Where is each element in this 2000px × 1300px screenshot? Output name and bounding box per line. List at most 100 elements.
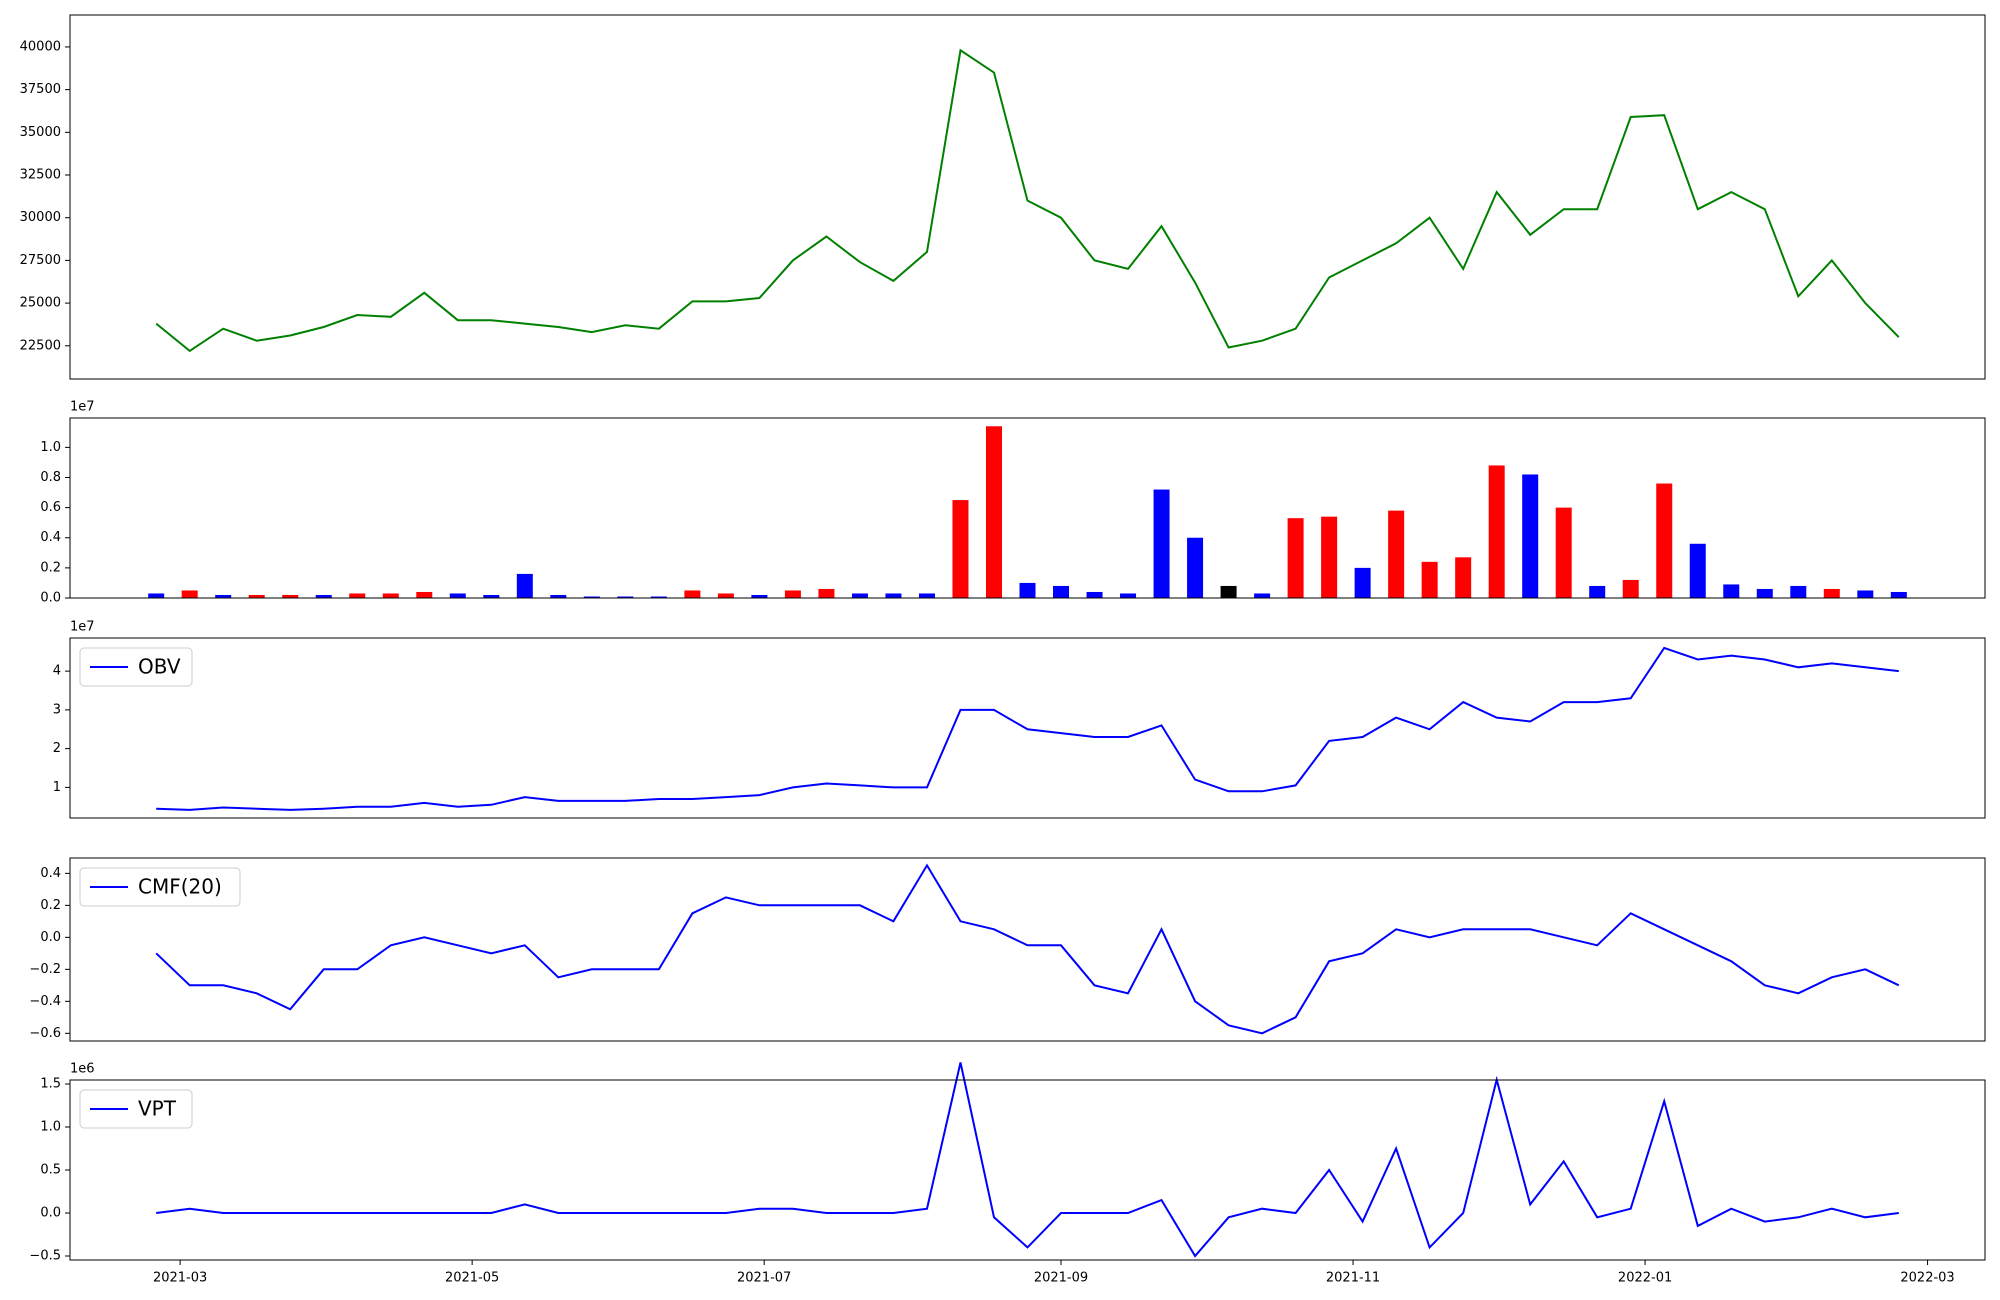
x-tick-label: 2021-05 bbox=[445, 1271, 499, 1286]
y-tick-label: 0.4 bbox=[40, 530, 61, 545]
y-tick-label: 1 bbox=[53, 780, 61, 795]
volume-bar bbox=[1153, 489, 1170, 598]
volume-bar bbox=[1287, 518, 1304, 598]
volume-bar bbox=[1421, 561, 1438, 598]
volume-bar bbox=[617, 596, 634, 598]
legend: CMF(20) bbox=[79, 867, 241, 907]
volume-bar bbox=[248, 594, 265, 598]
data-line bbox=[156, 646, 1899, 811]
volume-bar bbox=[1488, 465, 1505, 598]
volume-bar bbox=[751, 594, 768, 598]
volume-bar bbox=[717, 593, 734, 598]
volume-bar bbox=[1254, 593, 1271, 598]
offset-text: 1e6 bbox=[70, 1062, 95, 1077]
y-tick-label: 30000 bbox=[20, 210, 61, 225]
volume-bar bbox=[684, 590, 701, 598]
volume-bar bbox=[583, 596, 600, 598]
volume-bar bbox=[1522, 474, 1539, 598]
y-tick-label: 0.0 bbox=[40, 1206, 61, 1221]
y-tick-label: 0.4 bbox=[40, 866, 61, 881]
volume-bar bbox=[650, 596, 667, 598]
offset-text: 1e7 bbox=[70, 400, 95, 415]
x-tick-label: 2021-11 bbox=[1326, 1271, 1380, 1286]
volume-bar bbox=[818, 588, 835, 598]
y-tick-label: 3 bbox=[53, 702, 61, 717]
y-tick-label: 1.0 bbox=[40, 1119, 61, 1134]
axes-frame bbox=[69, 857, 1986, 1042]
volume-bar bbox=[851, 593, 868, 598]
volume-bar bbox=[1823, 588, 1840, 598]
y-tick-label: 27500 bbox=[20, 253, 61, 268]
volume-bar bbox=[382, 593, 399, 598]
volume-bar bbox=[1790, 585, 1807, 598]
volume-bar bbox=[550, 594, 567, 598]
volume-bar bbox=[952, 500, 969, 598]
y-tick-label: 0.0 bbox=[40, 591, 61, 606]
volume-bar bbox=[1187, 537, 1204, 598]
x-tick-label: 2022-01 bbox=[1618, 1271, 1672, 1286]
volume-bar bbox=[1388, 510, 1405, 598]
data-line bbox=[155, 863, 1900, 1035]
y-tick-label: 0.6 bbox=[40, 500, 61, 515]
volume-bar bbox=[1723, 584, 1740, 598]
y-tick-label: 32500 bbox=[20, 168, 61, 183]
x-tick-label: 2022-03 bbox=[1900, 1271, 1954, 1286]
offset-text: 1e7 bbox=[70, 620, 95, 635]
axes-frame bbox=[69, 637, 1986, 819]
volume-bar bbox=[1220, 585, 1237, 598]
y-tick-label: 0.8 bbox=[40, 470, 61, 485]
volume-bar bbox=[1053, 585, 1070, 598]
volume-bar bbox=[985, 426, 1002, 598]
y-tick-label: 0.2 bbox=[40, 560, 61, 575]
volume-bar bbox=[1622, 579, 1639, 598]
volume-bar bbox=[1589, 585, 1606, 598]
volume-bar bbox=[1689, 543, 1706, 598]
y-tick-label: 37500 bbox=[20, 82, 61, 97]
legend-label: CMF(20) bbox=[138, 875, 222, 899]
legend-box bbox=[79, 867, 241, 907]
y-tick-label: −0.2 bbox=[29, 962, 61, 977]
y-tick-label: −0.5 bbox=[29, 1249, 61, 1264]
volume-bar bbox=[1890, 591, 1907, 598]
volume-bar bbox=[282, 594, 299, 598]
volume-bar bbox=[1086, 591, 1103, 598]
x-tick-label: 2021-03 bbox=[153, 1271, 207, 1286]
legend: OBV bbox=[79, 647, 193, 687]
legend-label: OBV bbox=[138, 655, 181, 679]
volume-bar bbox=[516, 573, 533, 598]
volume-bar bbox=[315, 594, 332, 598]
legend: VPT bbox=[79, 1089, 193, 1129]
y-tick-label: 0.5 bbox=[40, 1163, 61, 1178]
legend-box bbox=[79, 647, 193, 687]
volume-bar bbox=[918, 593, 935, 598]
volume-bar bbox=[349, 593, 366, 598]
volume-bar bbox=[1321, 516, 1338, 598]
volume-bar bbox=[215, 594, 232, 598]
y-tick-label: −0.4 bbox=[29, 994, 61, 1009]
volume-bar bbox=[885, 593, 902, 598]
volume-bar bbox=[1656, 483, 1673, 598]
volume-bar bbox=[1120, 593, 1137, 598]
x-tick-label: 2021-09 bbox=[1034, 1271, 1088, 1286]
volume-bar bbox=[784, 590, 801, 598]
y-tick-label: 0.2 bbox=[40, 898, 61, 913]
y-tick-label: 2 bbox=[53, 741, 61, 756]
volume-bar bbox=[1857, 590, 1874, 598]
legend-box bbox=[79, 1089, 193, 1129]
y-tick-label: 35000 bbox=[20, 125, 61, 140]
y-tick-label: 40000 bbox=[20, 39, 61, 54]
volume-bar bbox=[181, 590, 198, 598]
y-tick-label: 22500 bbox=[20, 338, 61, 353]
volume-bar bbox=[1555, 507, 1572, 598]
y-tick-label: 1.5 bbox=[40, 1076, 61, 1091]
legend-label: VPT bbox=[138, 1097, 177, 1121]
volume-bar bbox=[1019, 582, 1036, 598]
axes-frame bbox=[69, 1079, 1986, 1261]
axes-frame bbox=[69, 14, 1986, 380]
y-tick-label: 0.0 bbox=[40, 930, 61, 945]
volume-bar bbox=[148, 593, 165, 598]
volume-bar bbox=[1756, 588, 1773, 598]
volume-bar bbox=[483, 594, 500, 598]
y-tick-label: 25000 bbox=[20, 296, 61, 311]
volume-bar bbox=[1455, 557, 1472, 598]
